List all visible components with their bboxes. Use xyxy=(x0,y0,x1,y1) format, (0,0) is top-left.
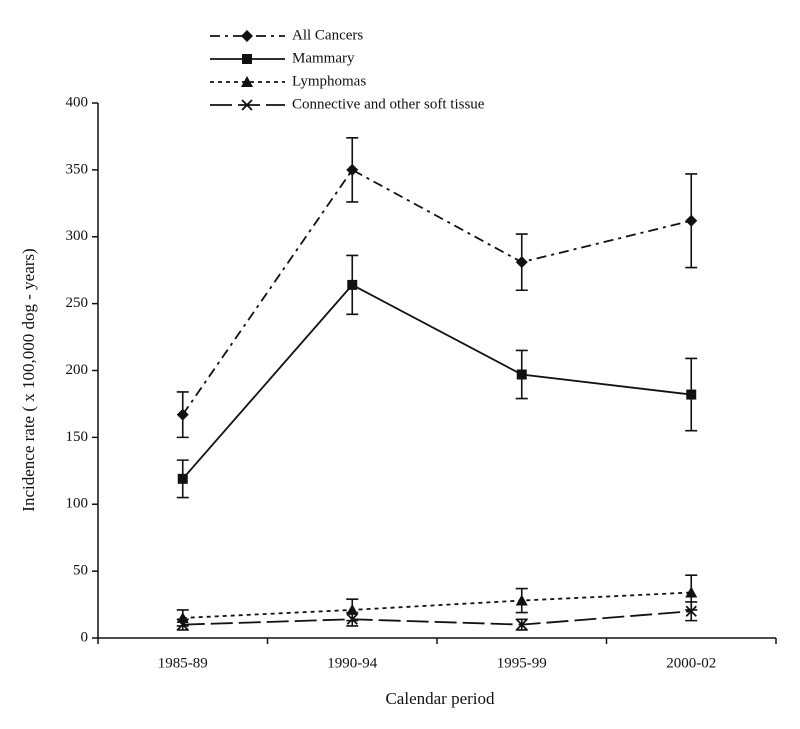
data-point xyxy=(685,586,698,598)
data-point xyxy=(515,594,528,606)
legend-marker xyxy=(241,30,253,42)
legend-label: Connective and other soft tissue xyxy=(292,96,485,112)
y-axis-label: Incidence rate ( x 100,000 dog - years) xyxy=(19,248,38,511)
y-tick-label: 100 xyxy=(66,496,89,512)
y-tick-label: 350 xyxy=(66,161,89,177)
legend-label: Mammary xyxy=(292,50,355,66)
series-line xyxy=(182,168,692,416)
legend-marker xyxy=(242,54,252,64)
series-line xyxy=(182,610,692,626)
series-line xyxy=(182,591,692,619)
x-tick-label: 1990-94 xyxy=(327,655,377,671)
data-point xyxy=(177,618,189,631)
x-axis-label: Calendar period xyxy=(385,689,495,708)
legend-marker xyxy=(241,76,253,87)
data-point xyxy=(516,369,527,380)
data-point xyxy=(177,473,188,484)
y-tick-label: 200 xyxy=(66,362,89,378)
y-tick-label: 400 xyxy=(66,94,89,110)
data-point xyxy=(346,163,359,176)
y-tick-label: 0 xyxy=(81,629,89,645)
data-point xyxy=(347,279,358,290)
legend-label: All Cancers xyxy=(292,27,363,43)
y-tick-label: 150 xyxy=(66,429,89,445)
data-point xyxy=(685,214,698,227)
legend-marker xyxy=(241,99,253,111)
data-point xyxy=(686,389,697,400)
x-tick-label: 1995-99 xyxy=(497,655,547,671)
y-tick-label: 250 xyxy=(66,295,89,311)
legend-label: Lymphomas xyxy=(292,73,366,89)
y-tick-label: 300 xyxy=(66,228,89,244)
data-point xyxy=(176,611,189,623)
data-point xyxy=(515,256,528,269)
x-tick-label: 1985-89 xyxy=(158,655,208,671)
x-tick-label: 2000-02 xyxy=(666,655,716,671)
y-tick-label: 50 xyxy=(73,563,88,579)
data-point xyxy=(346,613,358,625)
series-line xyxy=(182,283,692,480)
data-point xyxy=(685,605,697,617)
data-point xyxy=(176,408,189,421)
data-point xyxy=(516,618,528,631)
